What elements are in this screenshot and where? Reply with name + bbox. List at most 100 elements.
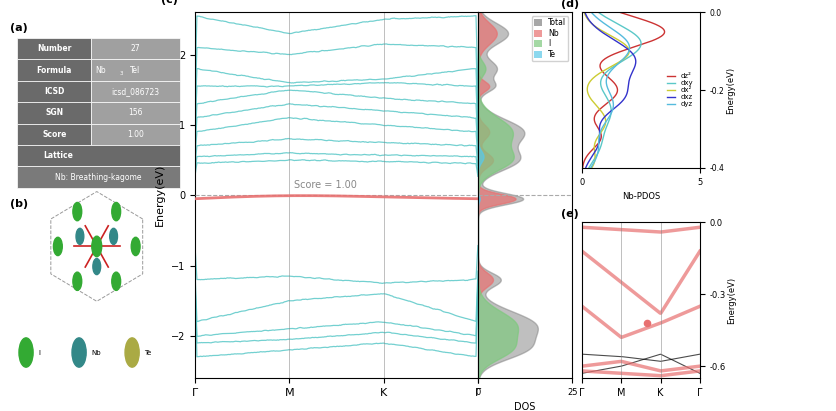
dz²: [655, 24, 665, 29]
Bar: [91, 59, 180, 81]
Circle shape: [72, 338, 86, 367]
Text: Tel: Tel: [130, 66, 140, 74]
Text: 1.00: 1.00: [127, 130, 144, 139]
dx²: [595, 70, 605, 75]
dxz: [581, 165, 591, 170]
dxy: [599, 73, 609, 78]
Text: Score: Score: [42, 130, 67, 139]
Circle shape: [110, 229, 118, 245]
dxz: [626, 73, 636, 78]
dxy: [618, 24, 628, 29]
dxy: [601, 70, 611, 75]
Bar: [91, 124, 180, 145]
Text: Number: Number: [37, 44, 72, 53]
Line: dyz: dyz: [591, 12, 630, 168]
dxz: [580, 166, 590, 171]
dx²: [592, 73, 602, 78]
dx²: [591, 24, 601, 29]
Circle shape: [125, 338, 139, 367]
Text: (a): (a): [10, 23, 28, 33]
dz²: [578, 166, 588, 171]
Text: Nb: Nb: [95, 66, 105, 74]
Legend: Total, Nb, I, Te: Total, Nb, I, Te: [532, 16, 568, 61]
dx²: [587, 165, 597, 170]
Text: SGN: SGN: [45, 109, 64, 118]
Y-axis label: Energy(eV): Energy(eV): [727, 277, 737, 324]
dyz: [603, 73, 613, 78]
dx²: [608, 35, 618, 39]
Text: ICSD: ICSD: [44, 87, 64, 96]
dz²: [578, 165, 588, 170]
Text: 27: 27: [131, 44, 140, 53]
Text: (c): (c): [161, 0, 178, 5]
Bar: [91, 102, 180, 124]
Circle shape: [73, 272, 82, 291]
dxy: [594, 10, 604, 15]
dx²: [591, 74, 601, 79]
dz²: [602, 74, 612, 79]
X-axis label: Nb-PDOS: Nb-PDOS: [622, 192, 660, 201]
dz²: [614, 10, 624, 15]
dyz: [603, 74, 613, 79]
Bar: [91, 38, 180, 59]
Text: 7: 7: [183, 71, 187, 76]
Circle shape: [19, 338, 33, 367]
Circle shape: [92, 236, 102, 257]
dz²: [601, 73, 611, 78]
Text: Formula: Formula: [37, 66, 72, 74]
dxz: [625, 74, 635, 79]
dxz: [627, 70, 637, 75]
dyz: [586, 165, 596, 170]
Text: (e): (e): [561, 209, 579, 219]
Bar: [91, 81, 180, 102]
Bar: [18, 59, 91, 81]
Circle shape: [54, 237, 62, 256]
Circle shape: [112, 203, 120, 221]
Y-axis label: Energy(eV): Energy(eV): [726, 67, 735, 114]
dyz: [586, 10, 596, 15]
Bar: [18, 38, 91, 59]
dyz: [618, 35, 628, 39]
Text: (b): (b): [10, 199, 28, 209]
Line: dx²: dx²: [584, 12, 630, 168]
Text: (d): (d): [561, 0, 579, 9]
X-axis label: DOS: DOS: [514, 402, 536, 411]
Circle shape: [73, 203, 82, 221]
Bar: [18, 124, 91, 145]
Y-axis label: Energy(eV): Energy(eV): [155, 164, 166, 226]
Text: Score = 1.00: Score = 1.00: [294, 180, 357, 190]
Point: [640, 320, 654, 326]
dyz: [586, 166, 596, 171]
dxy: [584, 166, 594, 171]
Line: dz²: dz²: [583, 12, 665, 168]
Bar: [18, 102, 91, 124]
Line: dxy: dxy: [589, 12, 641, 168]
Text: 156: 156: [129, 109, 143, 118]
Text: Nb: Nb: [91, 349, 101, 356]
dyz: [604, 70, 614, 75]
Text: Te: Te: [145, 349, 152, 356]
Circle shape: [131, 237, 140, 256]
Bar: [18, 145, 180, 166]
Circle shape: [76, 229, 84, 245]
dz²: [599, 70, 609, 75]
Text: Lattice: Lattice: [43, 151, 73, 160]
dxy: [633, 35, 643, 39]
dxz: [590, 24, 600, 29]
dx²: [587, 166, 597, 171]
dyz: [604, 24, 614, 29]
dxy: [584, 165, 594, 170]
Text: I: I: [38, 349, 40, 356]
dxz: [580, 10, 590, 15]
Text: icsd_086723: icsd_086723: [111, 87, 160, 96]
dxz: [604, 35, 614, 39]
Text: 3: 3: [120, 71, 123, 76]
dz²: [655, 35, 665, 39]
Legend: dz², dxy, dx², dxz, dyz: dz², dxy, dx², dxz, dyz: [665, 70, 696, 110]
Line: dxz: dxz: [585, 12, 635, 168]
dxy: [598, 74, 608, 79]
Bar: [18, 81, 91, 102]
Circle shape: [93, 259, 100, 275]
Circle shape: [112, 272, 120, 291]
dx²: [579, 10, 589, 15]
